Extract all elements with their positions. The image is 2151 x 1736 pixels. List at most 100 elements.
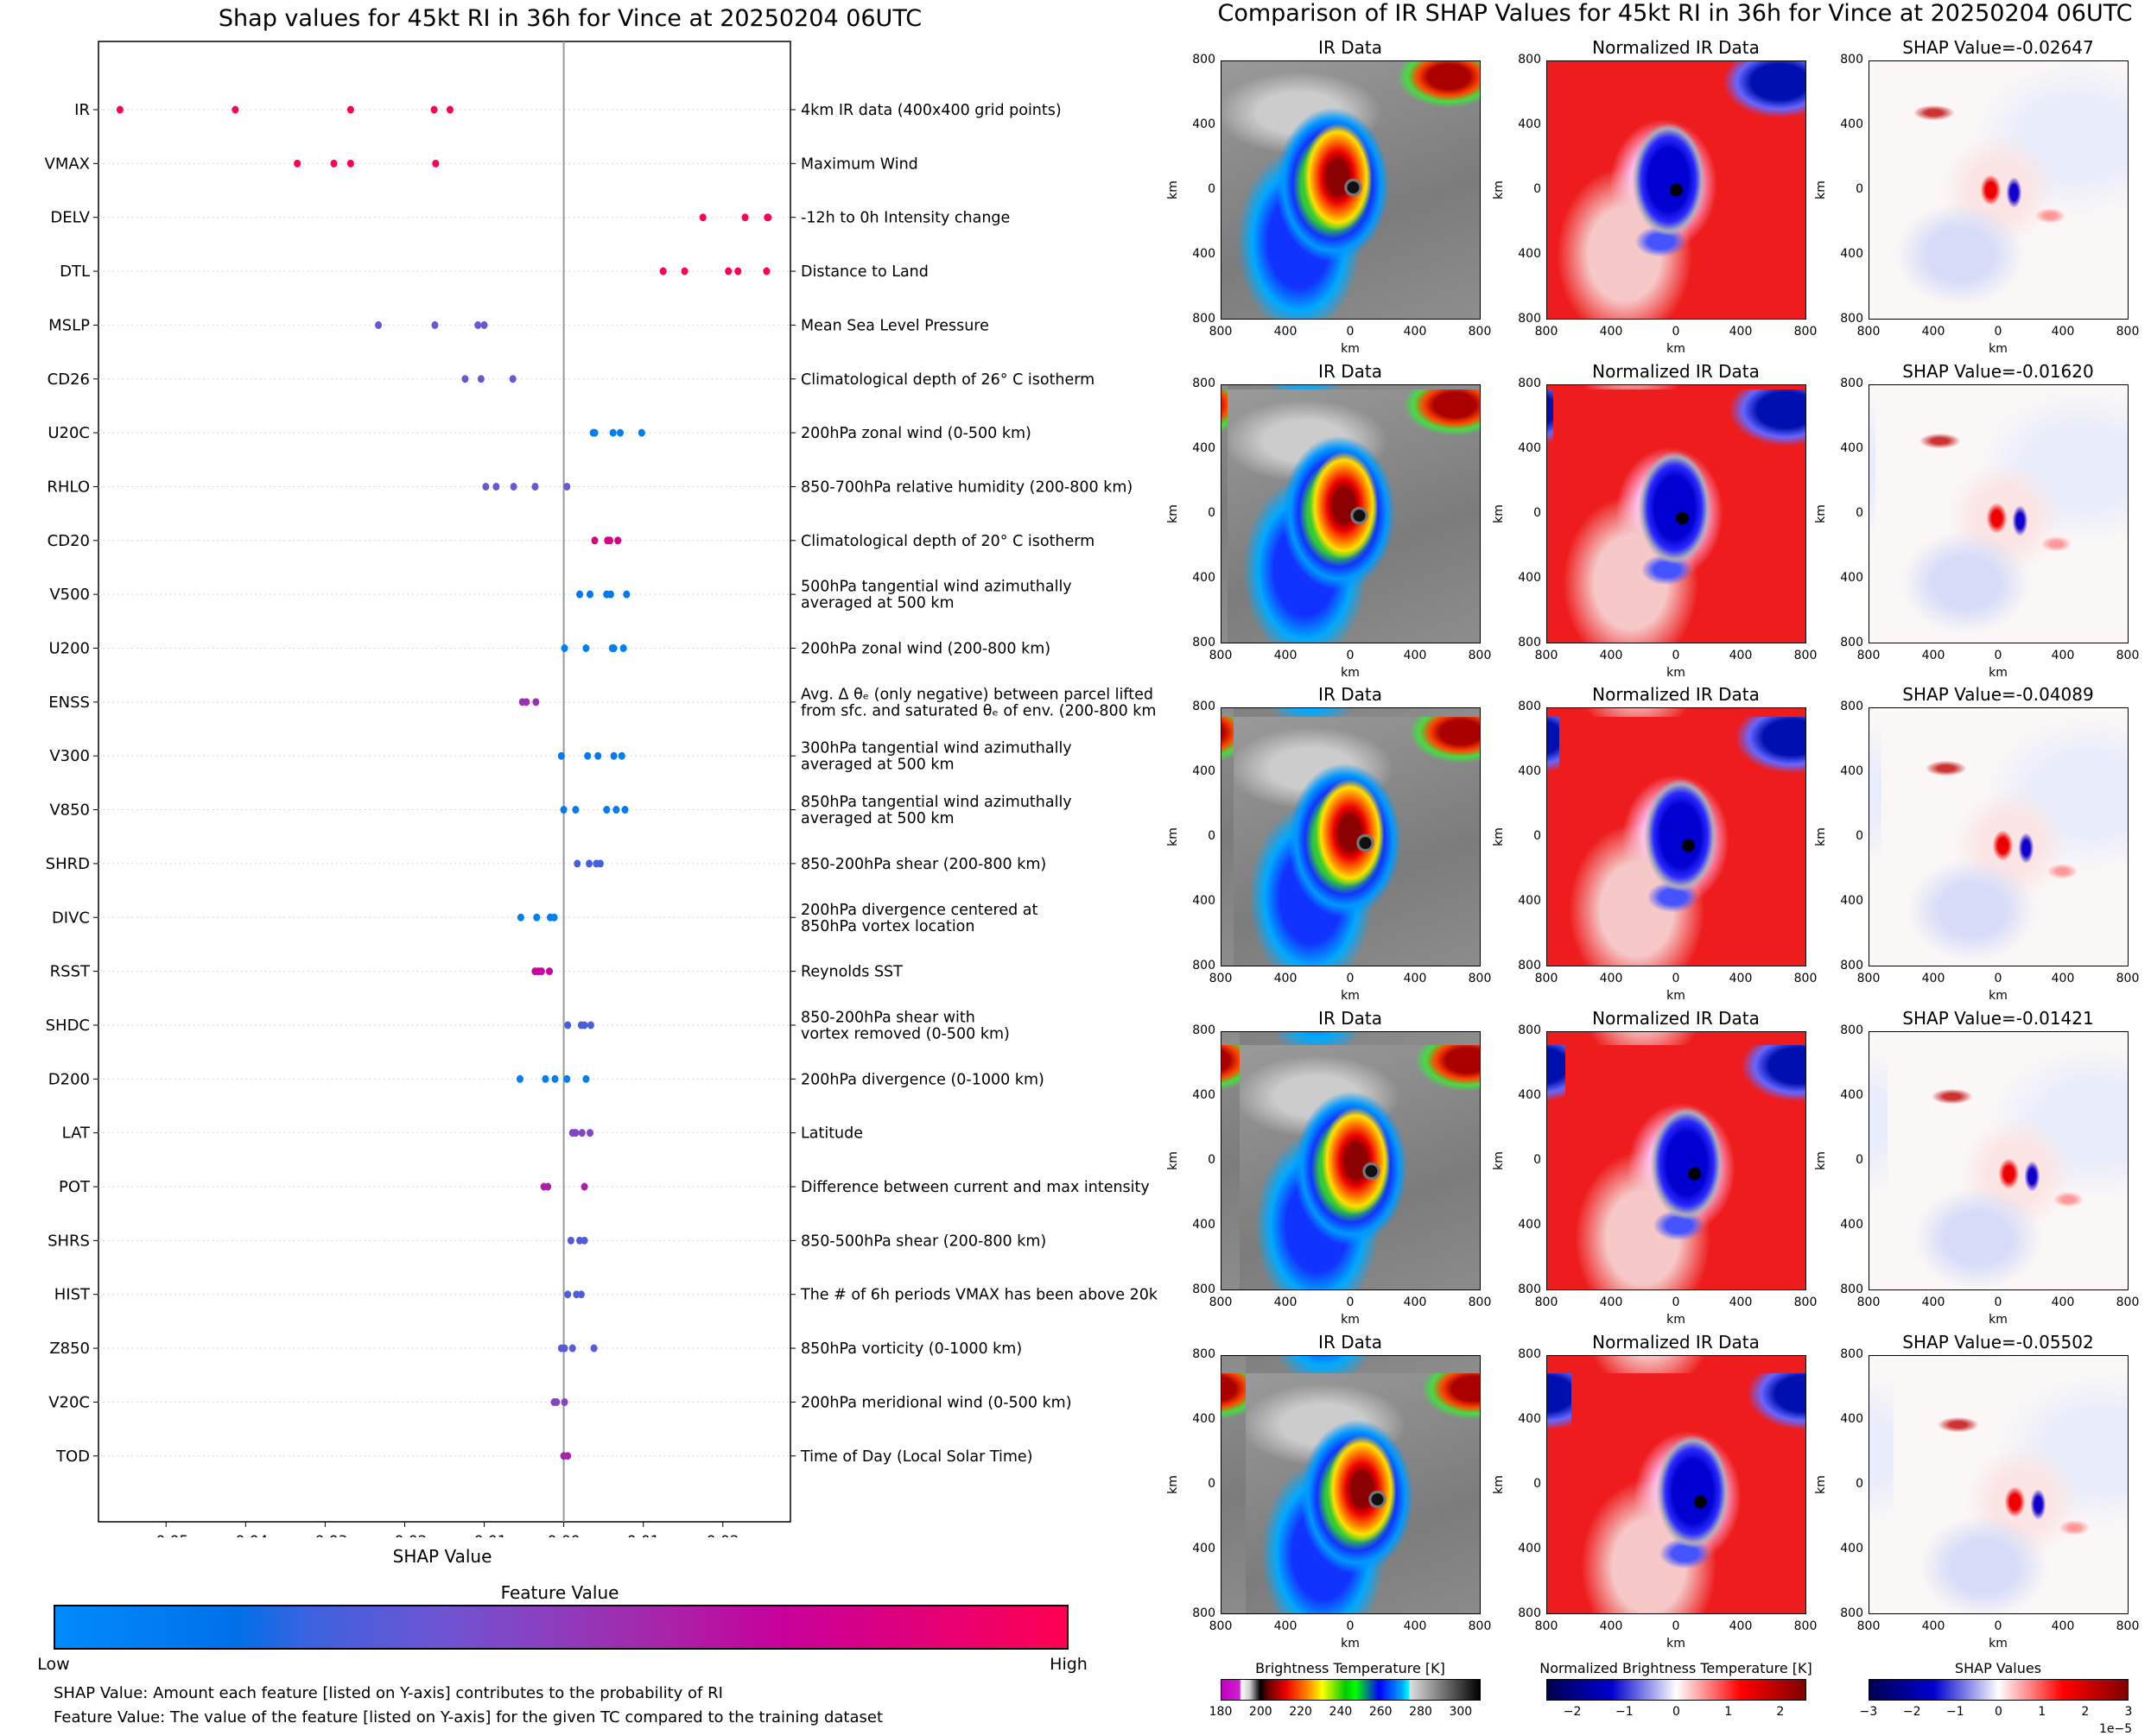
y-tick-label: 400	[1518, 247, 1541, 261]
x-tick-label: 400	[1729, 1296, 1753, 1309]
x-tick-label: 0.00	[548, 1533, 581, 1537]
x-tick-label: 400	[1921, 649, 1945, 662]
shap-point-lat	[578, 1129, 586, 1137]
y-axis-label-km: km	[1165, 181, 1180, 200]
y-tick-label: 800	[1840, 53, 1863, 67]
y-axis-label-km: km	[1813, 504, 1828, 523]
x-tick-label: 800	[1793, 325, 1818, 339]
feature-label-hist: HIST	[54, 1286, 91, 1304]
shap-point-pot	[544, 1182, 552, 1191]
shap-point-v500	[586, 590, 593, 599]
y-tick-label: 800	[1192, 1283, 1215, 1296]
shap-point-d200	[582, 1074, 590, 1083]
brightness-temperature-colorbar-title: Brightness Temperature [K]	[1255, 1660, 1445, 1676]
x-axis-label-km: km	[1666, 666, 1685, 680]
shap-summary-title: Shap values for 45kt RI in 36h for Vince…	[218, 5, 923, 32]
shap-point-v300	[618, 751, 625, 760]
y-tick-label: 400	[1840, 571, 1863, 585]
feature-description-u200: 200hPa zonal wind (200-800 km)	[801, 641, 1050, 658]
x-axis-label-km: km	[1989, 1637, 2008, 1650]
y-axis-label-km: km	[1165, 827, 1180, 846]
x-axis-label-km: km	[1341, 342, 1360, 356]
x-axis-label-km: km	[1341, 1637, 1360, 1650]
shap-point-dtl	[763, 267, 771, 276]
shap-point-v850	[572, 806, 580, 814]
shap-map-image	[1869, 384, 2129, 643]
shap-point-d200	[542, 1074, 549, 1083]
y-tick-label: 0	[1208, 829, 1215, 843]
x-tick-label: 0	[1346, 649, 1355, 662]
feature-description-rhlo: 850-700hPa relative humidity (200-800 km…	[801, 478, 1133, 496]
brightness-temperature-colorbar-tick: 180	[1209, 1705, 1233, 1719]
shap-point-shrs	[576, 1236, 584, 1245]
y-tick-label: 800	[1518, 53, 1541, 67]
x-tick-label: 800	[1534, 649, 1558, 662]
feature-label-cd26: CD26	[48, 371, 90, 389]
x-axis-label-km: km	[1989, 342, 2008, 356]
y-tick-label: 0	[1856, 506, 1863, 520]
y-tick-label: 0	[1208, 1477, 1215, 1491]
y-tick-label: 800	[1840, 700, 1863, 713]
y-tick-label: 0	[1208, 1153, 1215, 1167]
x-tick-label: 0	[1994, 1619, 2002, 1633]
feature-description-enss: Avg. Δ θₑ (only negative) between parcel…	[801, 686, 1158, 719]
x-tick-label: 800	[1209, 1619, 1233, 1633]
shap-point-mslp	[480, 320, 488, 329]
feature-label-v20c: V20C	[48, 1393, 90, 1411]
shap-point-v20c	[561, 1397, 568, 1406]
shap-point-shrs	[581, 1236, 588, 1245]
feature-label-ir: IR	[74, 101, 90, 119]
feature-description-d200: 200hPa divergence (0-1000 km)	[801, 1071, 1044, 1088]
feature-label-shrs: SHRS	[48, 1232, 90, 1250]
y-tick-label: 0	[1533, 1477, 1541, 1491]
shap-point-rsst	[546, 967, 554, 976]
shap-point-cd26	[477, 375, 485, 383]
x-tick-label: 400	[1273, 649, 1298, 662]
x-tick-label: 800	[2116, 649, 2140, 662]
ir-data-title: IR Data	[1318, 1332, 1382, 1353]
shap-values-colorbar-tick: 3	[2124, 1705, 2133, 1719]
y-tick-label: 800	[1518, 1283, 1541, 1296]
y-tick-label: 400	[1518, 117, 1541, 131]
shap-map-title: SHAP Value=-0.01421	[1902, 1008, 2094, 1029]
shap-point-rhlo	[482, 482, 490, 491]
feature-description-cd26: Climatological depth of 26° C isotherm	[801, 371, 1095, 389]
feature-description-lat: Latitude	[801, 1125, 863, 1143]
x-tick-label: 400	[2051, 325, 2075, 339]
x-axis-label-km: km	[1666, 989, 1685, 1003]
feature-description-dtl: Distance to Land	[801, 263, 929, 281]
shap-point-mslp	[431, 320, 439, 329]
shap-point-pot	[581, 1182, 588, 1191]
shap-point-hist	[573, 1290, 581, 1299]
shap-map-title: SHAP Value=-0.02647	[1902, 37, 2094, 58]
normalized-brightness-colorbar-title: Normalized Brightness Temperature [K]	[1539, 1660, 1812, 1676]
shap-point-vmax	[432, 159, 440, 168]
normalized-ir-data-title: Normalized IR Data	[1592, 37, 1760, 58]
shap-values-colorbar-title: SHAP Values	[1954, 1660, 2042, 1676]
shap-point-z850	[568, 1344, 576, 1353]
shap-point-shrs	[567, 1236, 574, 1245]
x-axis-label-km: km	[1341, 666, 1360, 680]
shap-point-u200	[610, 644, 618, 652]
x-tick-label: 400	[2051, 1619, 2075, 1633]
x-tick-label: 800	[1468, 325, 1492, 339]
x-tick-label: 400	[1599, 325, 1623, 339]
x-tick-label: 0	[1994, 649, 2002, 662]
y-tick-label: 800	[1518, 1347, 1541, 1361]
brightness-temperature-colorbar-tick: 200	[1248, 1705, 1272, 1719]
shap-values-colorbar	[1869, 1679, 2129, 1701]
shap-point-v850	[612, 806, 620, 814]
x-tick-label: 400	[1403, 325, 1427, 339]
normalized-ir-data-image	[1546, 1031, 1806, 1290]
shap-point-lat	[586, 1129, 593, 1137]
y-axis-label-km: km	[1491, 1475, 1506, 1494]
x-tick-label: 800	[1468, 972, 1492, 985]
x-tick-label: 800	[1856, 649, 1881, 662]
x-tick-label: 800	[1468, 1296, 1492, 1309]
y-tick-label: 0	[1533, 829, 1541, 843]
y-tick-label: 400	[1192, 247, 1215, 261]
normalized-brightness-colorbar-tick: 2	[1776, 1705, 1785, 1719]
y-tick-label: 800	[1192, 377, 1215, 390]
x-tick-label: 0	[1346, 325, 1355, 339]
feature-label-cd20: CD20	[48, 532, 90, 550]
